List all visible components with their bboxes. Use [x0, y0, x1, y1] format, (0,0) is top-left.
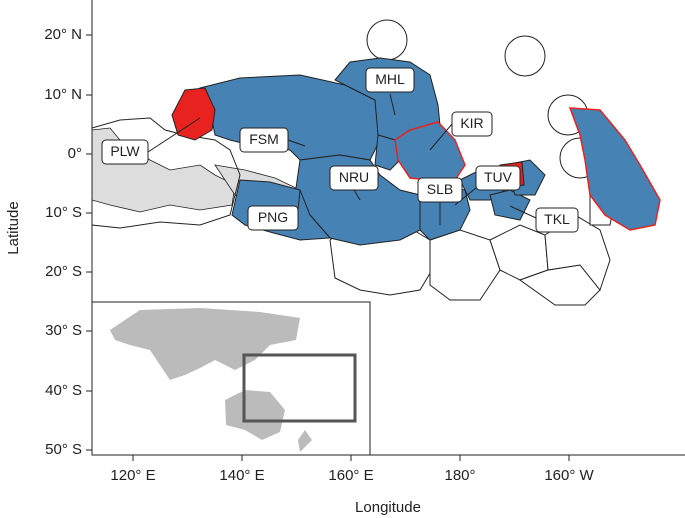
- eez-tkl: [489, 189, 531, 221]
- region-label: SLB: [427, 181, 453, 197]
- leader: [353, 189, 361, 201]
- x-axis-title: Longitude: [355, 499, 421, 516]
- eez-nru: [374, 134, 401, 171]
- region-label: PNG: [258, 209, 288, 225]
- inset: [91, 301, 371, 456]
- y-tick-label: 10° S: [45, 204, 82, 221]
- inset-nz: [298, 430, 312, 452]
- axes: [91, 0, 685, 456]
- y-axis-title: Latitude: [5, 201, 22, 254]
- region-labels: PLW FSM MHL KIR NRU SLB TUV PNG TKL: [101, 67, 579, 233]
- region-label-box: [475, 165, 521, 191]
- x-tick-label: 160° W: [544, 467, 594, 484]
- eez-kir-east: [568, 107, 661, 231]
- region-label: NRU: [339, 169, 369, 185]
- leader: [389, 93, 396, 116]
- region-label: FSM: [249, 131, 279, 147]
- y-tick-label: 30° S: [45, 322, 82, 339]
- x-tick-label: 120° E: [110, 467, 155, 484]
- region-label: KIR: [460, 115, 483, 131]
- region-label-box: [365, 67, 415, 93]
- region-label-box: [247, 205, 299, 231]
- region-label: MHL: [375, 71, 405, 87]
- leader: [509, 205, 537, 219]
- region-label: TKL: [544, 211, 570, 227]
- x-tick-label: 140° E: [219, 467, 264, 484]
- x-tick-label: 160° E: [328, 467, 373, 484]
- eez-outline: [91, 117, 241, 229]
- region-label-box: [329, 165, 379, 191]
- y-tick-label: 40° S: [45, 382, 82, 399]
- y-tick-label: 20° S: [45, 263, 82, 280]
- region-label-box: [535, 207, 579, 233]
- eez: [544, 214, 611, 292]
- leader: [429, 123, 453, 151]
- region-label-box: [101, 139, 149, 165]
- region-label-box: [451, 111, 493, 137]
- leader: [287, 139, 306, 147]
- eez-kir: [394, 121, 466, 181]
- region-label: TUV: [484, 169, 513, 185]
- eez: [366, 19, 408, 61]
- region-label-box: [239, 127, 289, 153]
- y-ticks: 20° N 10° N 0° 10° S 20° S 30° S 40° S 50° S: [44, 26, 92, 458]
- inset-australia: [225, 390, 285, 440]
- x-ticks: 120° E 140° E 160° E 180° 160° W: [110, 455, 595, 484]
- x-tick-label: 180°: [444, 467, 475, 484]
- y-tick-label: 10° N: [44, 86, 82, 103]
- eez: [429, 229, 501, 301]
- eez: [504, 35, 546, 77]
- inset-asia: [110, 308, 300, 380]
- leader: [297, 189, 301, 211]
- leader: [147, 117, 201, 153]
- inset-extent: [242, 353, 357, 423]
- other-eez: [91, 19, 616, 306]
- y-tick-label: 50° S: [45, 441, 82, 458]
- eez-plw: [171, 87, 216, 141]
- y-tick-label: 0°: [68, 145, 82, 162]
- region-label-box: [417, 177, 463, 203]
- region-label: PLW: [110, 143, 140, 159]
- y-tick-label: 20° N: [44, 26, 82, 43]
